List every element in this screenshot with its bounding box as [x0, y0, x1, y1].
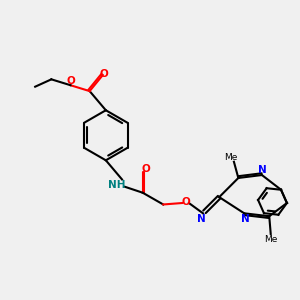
- Text: O: O: [182, 196, 190, 206]
- Text: N: N: [257, 165, 266, 175]
- Text: Me: Me: [264, 235, 278, 244]
- Text: N: N: [241, 214, 250, 224]
- Text: N: N: [197, 214, 206, 224]
- Text: NH: NH: [108, 180, 125, 190]
- Text: Me: Me: [224, 153, 237, 162]
- Text: O: O: [142, 164, 151, 174]
- Text: O: O: [66, 76, 75, 86]
- Text: O: O: [100, 69, 108, 79]
